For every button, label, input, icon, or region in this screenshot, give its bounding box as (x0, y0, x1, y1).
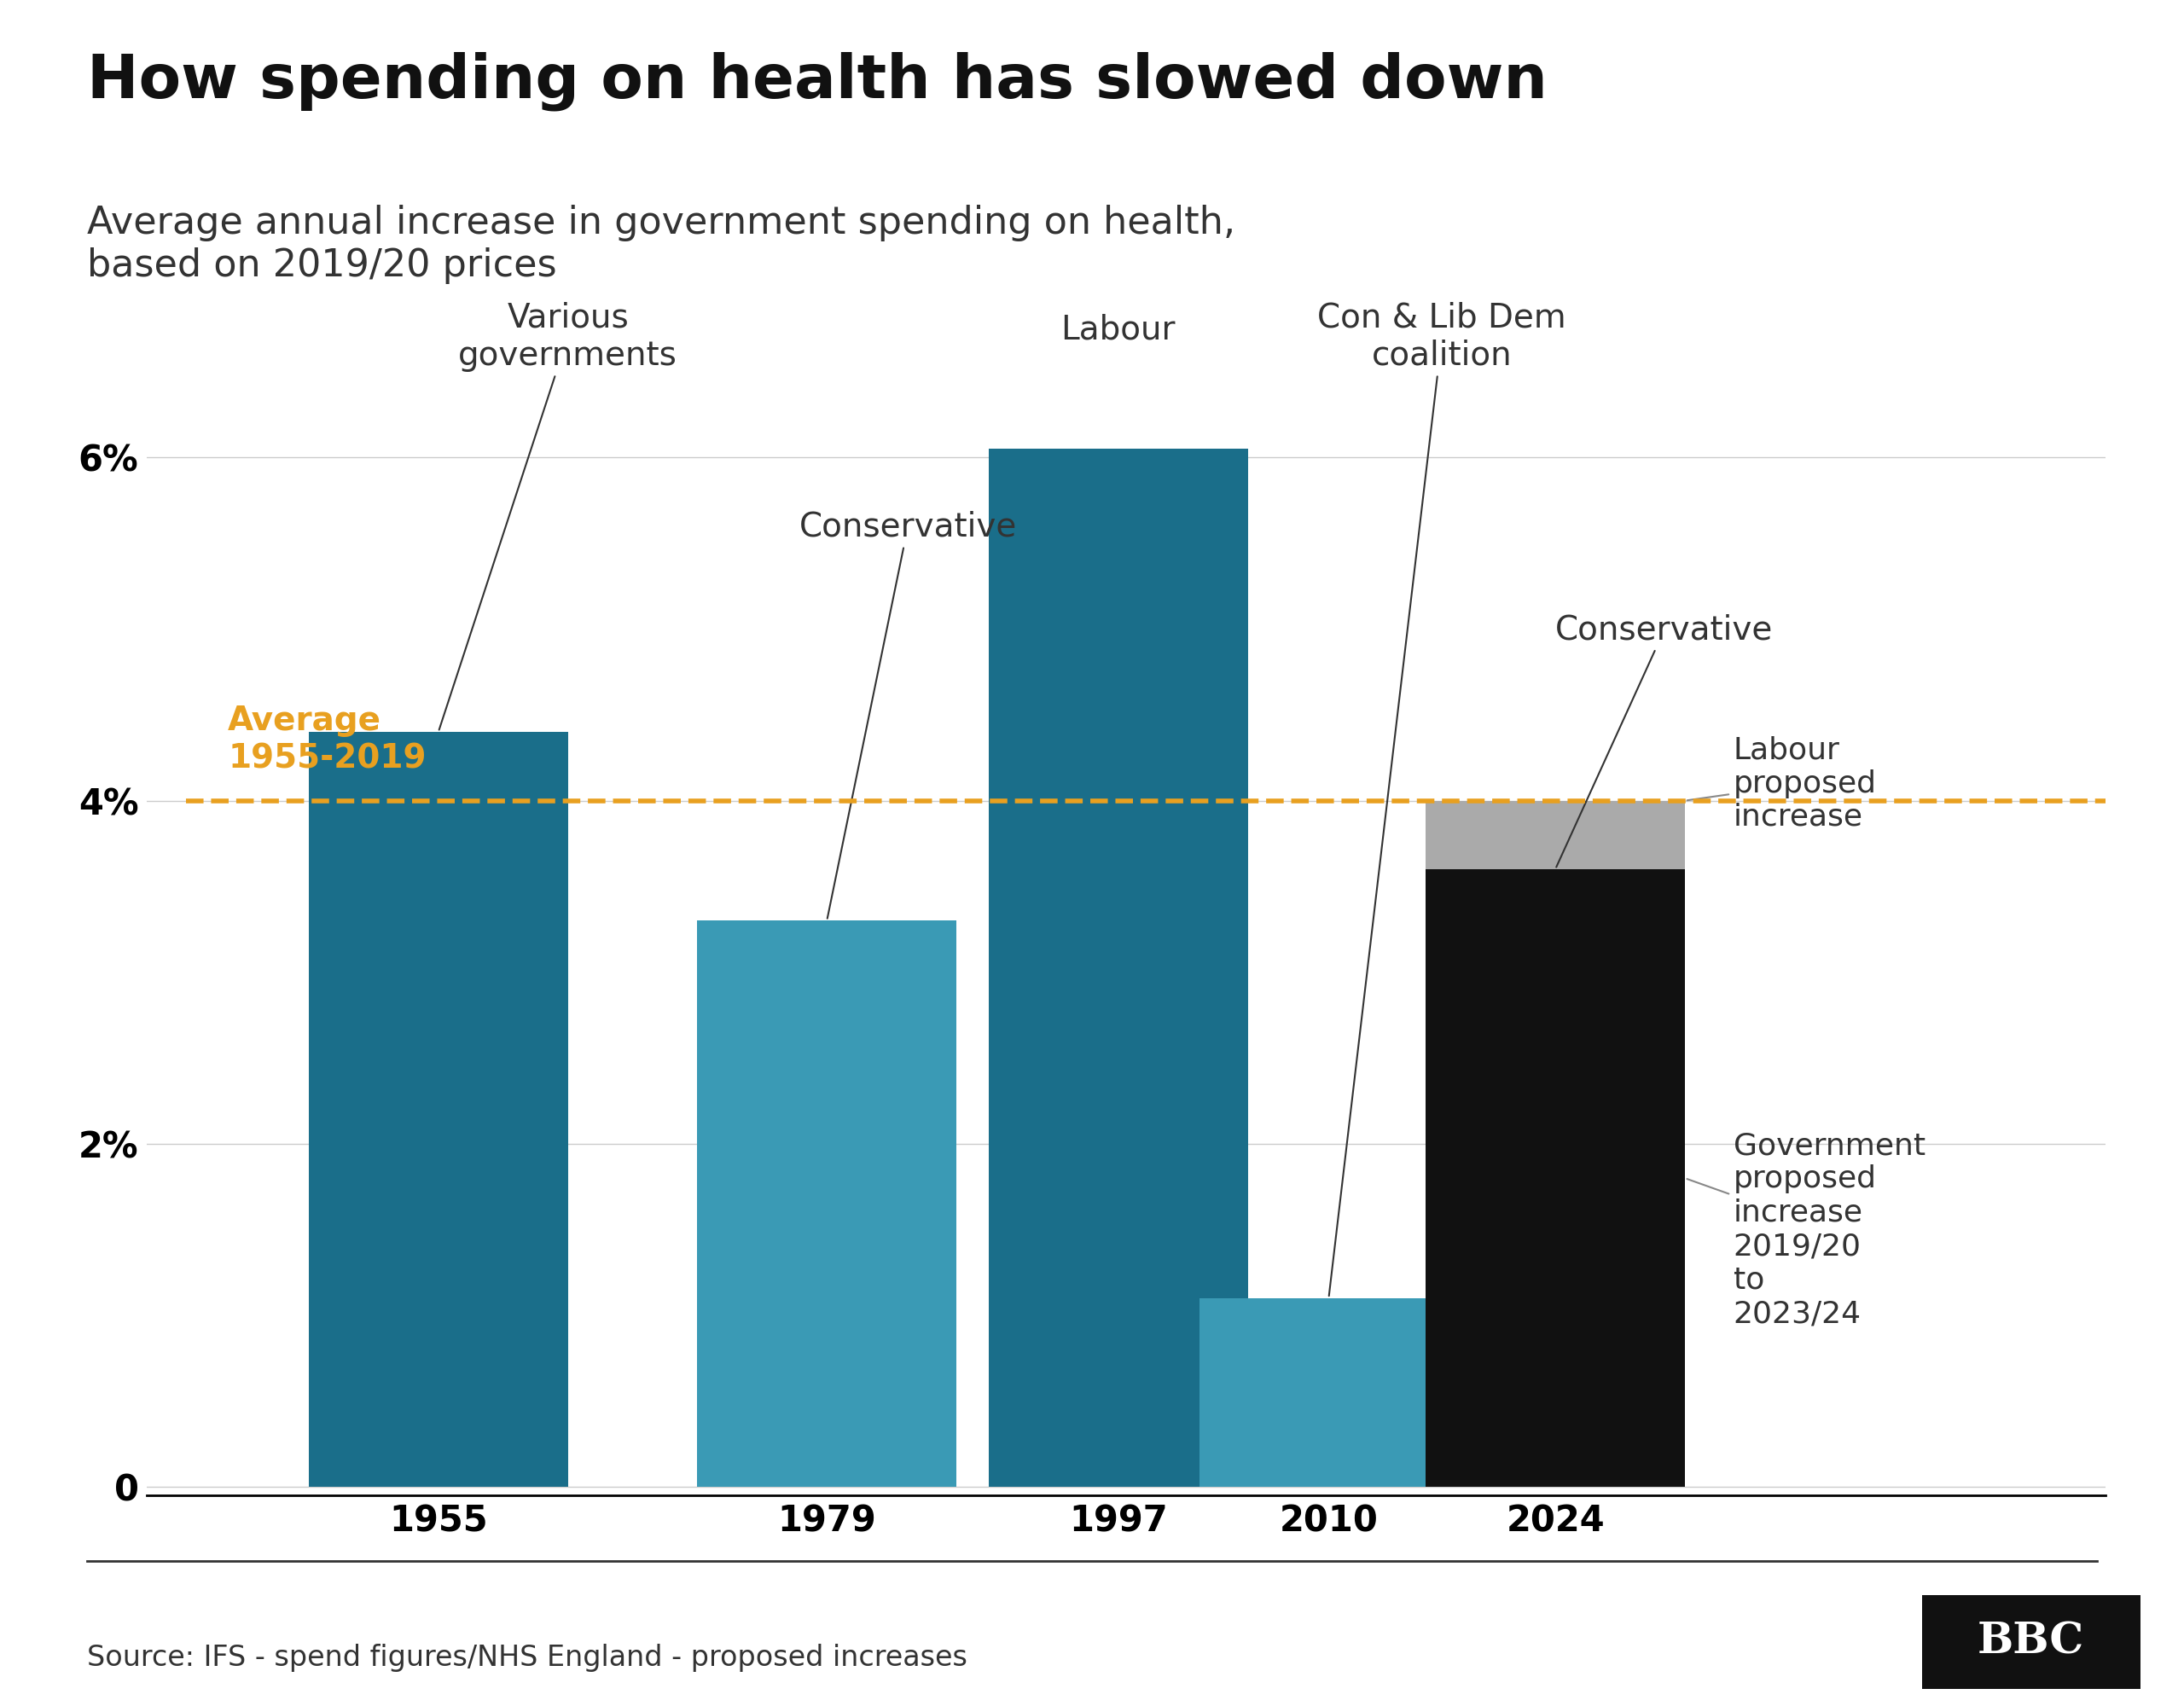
Text: Various
governments: Various governments (439, 302, 677, 730)
Bar (1426, 870, 1684, 1488)
Text: Con & Lib Dem
coalition: Con & Lib Dem coalition (1317, 302, 1566, 1297)
Text: How spending on health has slowed down: How spending on health has slowed down (87, 51, 1548, 111)
Text: Labour: Labour (1061, 314, 1175, 346)
Text: BBC: BBC (1979, 1621, 2084, 1663)
Bar (1199, 1298, 1459, 1488)
Bar (1426, 800, 1684, 870)
Text: Average annual increase in government spending on health,
based on 2019/20 price: Average annual increase in government sp… (87, 205, 1236, 283)
Bar (989, 449, 1247, 1488)
Text: Conservative: Conservative (1555, 614, 1773, 867)
Text: Source: IFS - spend figures/NHS England - proposed increases: Source: IFS - spend figures/NHS England … (87, 1645, 968, 1672)
Text: Government
proposed
increase
2019/20
to
2023/24: Government proposed increase 2019/20 to … (1686, 1131, 1926, 1329)
Text: Average
1955-2019: Average 1955-2019 (227, 705, 426, 775)
Text: Conservative: Conservative (799, 510, 1018, 918)
Text: Labour
proposed
increase: Labour proposed increase (1688, 735, 1876, 831)
Bar (308, 732, 568, 1488)
Bar (697, 921, 957, 1488)
